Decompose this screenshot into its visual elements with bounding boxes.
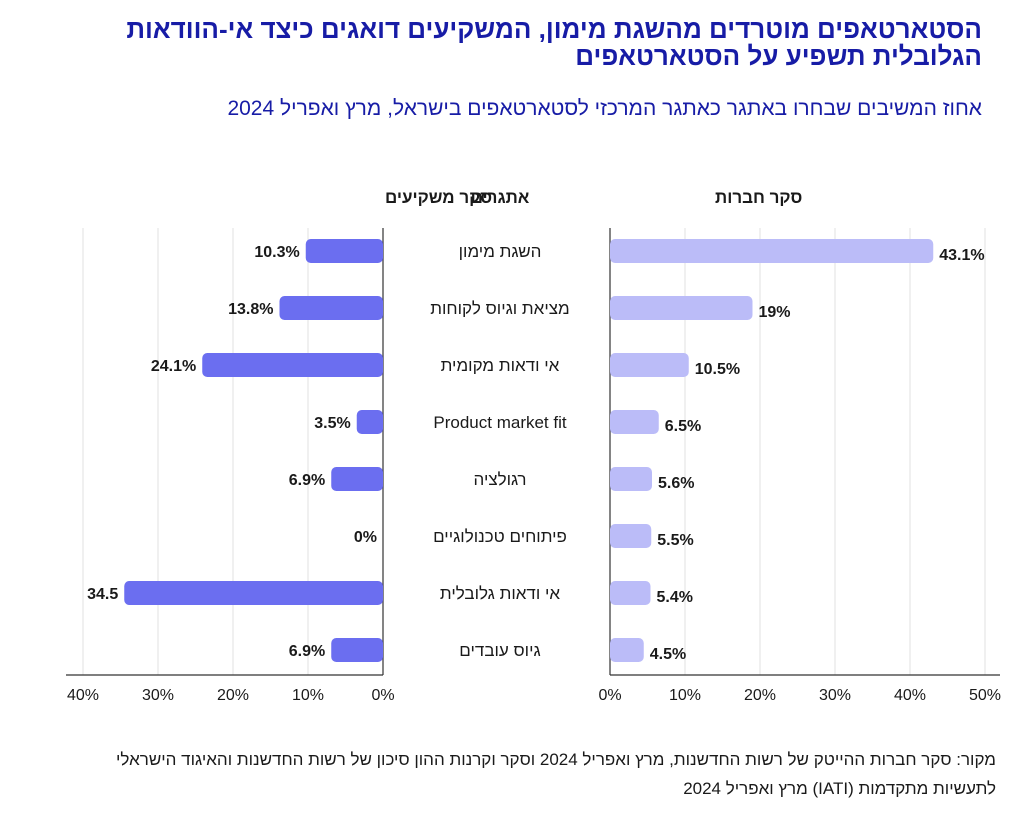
category-label: מציאת וגיוס לקוחות bbox=[430, 299, 569, 318]
company-value-label: 10.5% bbox=[695, 361, 740, 378]
left-tick-label: 30% bbox=[142, 687, 174, 704]
investor-value-label: 34.5 bbox=[87, 586, 118, 603]
right-tick-label: 10% bbox=[669, 687, 701, 704]
source-note: מקור: סקר חברות ההייטק של רשות החדשנות, … bbox=[115, 750, 996, 798]
left-panel-header: סקר משקיעים bbox=[385, 188, 492, 207]
investor-value-label: 0% bbox=[354, 529, 377, 546]
company-bar bbox=[610, 296, 753, 320]
company-value-label: 6.5% bbox=[665, 418, 701, 435]
category-label: פיתוחים טכנולוגיים bbox=[433, 527, 567, 546]
left-tick-label: 10% bbox=[292, 687, 324, 704]
category-label: רגולציה bbox=[474, 470, 527, 489]
company-value-label: 19% bbox=[759, 304, 791, 321]
right-panel-header: סקר חברות bbox=[715, 188, 802, 207]
investor-bar bbox=[279, 296, 383, 320]
left-tick-label: 0% bbox=[371, 687, 394, 704]
investor-value-label: 10.3% bbox=[254, 244, 299, 261]
investor-bar bbox=[331, 467, 383, 491]
company-value-label: 5.5% bbox=[657, 532, 693, 549]
category-label: Product market fit bbox=[433, 413, 566, 432]
company-bar bbox=[610, 467, 652, 491]
investor-bar bbox=[356, 410, 383, 434]
right-tick-label: 50% bbox=[969, 687, 1001, 704]
investor-bar bbox=[202, 353, 383, 377]
investor-value-label: 6.9% bbox=[289, 472, 325, 489]
company-bar bbox=[610, 239, 934, 263]
investor-value-label: 3.5% bbox=[314, 415, 350, 432]
investor-bar bbox=[331, 638, 383, 662]
right-tick-label: 30% bbox=[819, 687, 851, 704]
investor-bar bbox=[305, 239, 383, 263]
category-label: גיוס עובדים bbox=[459, 641, 540, 660]
company-value-label: 43.1% bbox=[939, 247, 984, 264]
investor-bar bbox=[124, 581, 383, 605]
category-label: אי ודאות גלובלית bbox=[440, 584, 560, 603]
company-value-label: 4.5% bbox=[650, 646, 686, 663]
company-value-label: 5.4% bbox=[657, 589, 693, 606]
right-tick-label: 40% bbox=[894, 687, 926, 704]
investor-value-label: 6.9% bbox=[289, 643, 325, 660]
category-label: השגת מימון bbox=[459, 242, 542, 261]
center-header: אתגרים bbox=[471, 188, 530, 207]
company-value-label: 5.6% bbox=[658, 475, 694, 492]
company-bar bbox=[610, 524, 652, 548]
chart-title: הסטארטאפים מוטרדים מהשגת מימון, המשקיעים… bbox=[126, 14, 982, 71]
right-tick-label: 20% bbox=[744, 687, 776, 704]
investor-value-label: 13.8% bbox=[228, 301, 273, 318]
left-tick-label: 40% bbox=[67, 687, 99, 704]
left-tick-label: 20% bbox=[217, 687, 249, 704]
company-bar bbox=[610, 353, 689, 377]
right-tick-label: 0% bbox=[598, 687, 621, 704]
company-bar bbox=[610, 410, 659, 434]
company-bar bbox=[610, 638, 644, 662]
company-bar bbox=[610, 581, 651, 605]
chart-subtitle: אחוז המשיבים שבחרו באתגר כאתגר המרכזי לס… bbox=[227, 97, 982, 120]
investor-value-label: 24.1% bbox=[151, 358, 196, 375]
category-label: אי ודאות מקומית bbox=[441, 356, 560, 375]
